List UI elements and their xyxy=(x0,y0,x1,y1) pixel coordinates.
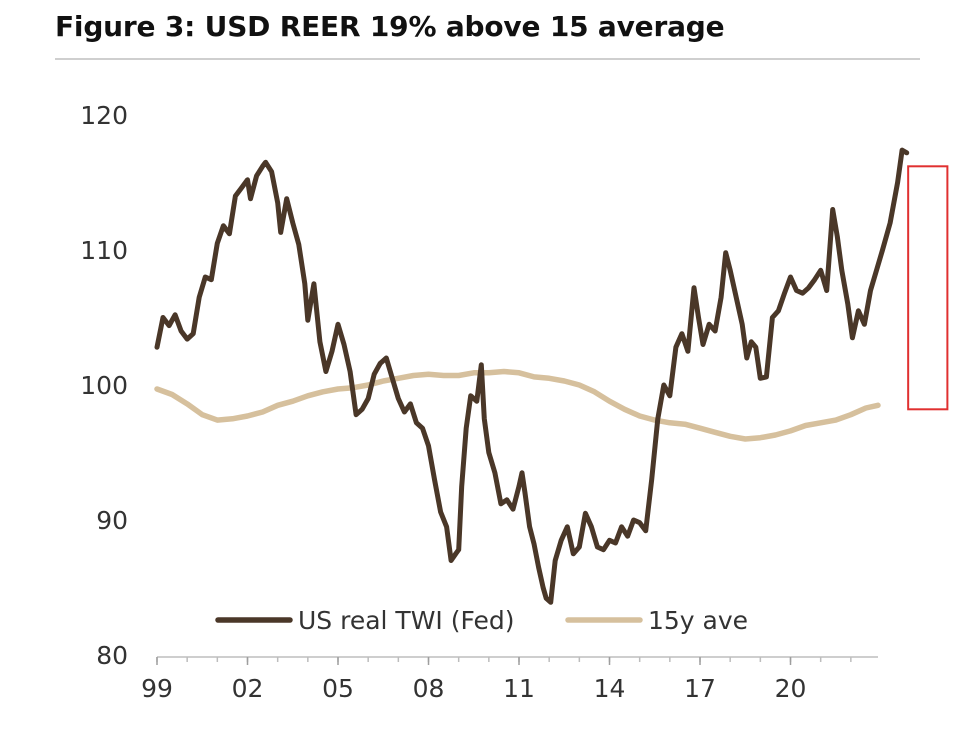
legend: US real TWI (Fed) 15y ave xyxy=(215,606,748,635)
legend-label: 15y ave xyxy=(648,606,748,635)
x-tick-label: 14 xyxy=(594,674,626,703)
x-tick-label: 08 xyxy=(413,674,445,703)
highlight-box xyxy=(907,165,949,411)
series-line-15y-ave xyxy=(154,368,881,442)
series-line-us-real-twi xyxy=(154,147,910,605)
x-tick-label: 20 xyxy=(775,674,807,703)
legend-label: US real TWI (Fed) xyxy=(298,606,515,635)
y-tick-label: 80 xyxy=(96,641,128,670)
x-axis: 99 02 05 08 11 14 17 20 xyxy=(141,656,878,703)
x-tick-label: 17 xyxy=(684,674,716,703)
y-tick-label: 120 xyxy=(80,101,128,130)
series-layer xyxy=(154,147,910,605)
chart-title: Figure 3: USD REER 19% above 15 average xyxy=(55,10,725,43)
y-tick-label: 90 xyxy=(96,506,128,535)
y-axis: 80 90 100 110 120 xyxy=(80,101,128,670)
annotation-layer xyxy=(907,165,949,411)
title-divider xyxy=(55,58,920,60)
y-tick-label: 110 xyxy=(80,236,128,265)
x-tick-label: 99 xyxy=(141,674,173,703)
x-tick-label: 05 xyxy=(322,674,354,703)
x-tick-label: 02 xyxy=(232,674,264,703)
y-tick-label: 100 xyxy=(80,371,128,400)
x-tick-label: 11 xyxy=(503,674,535,703)
